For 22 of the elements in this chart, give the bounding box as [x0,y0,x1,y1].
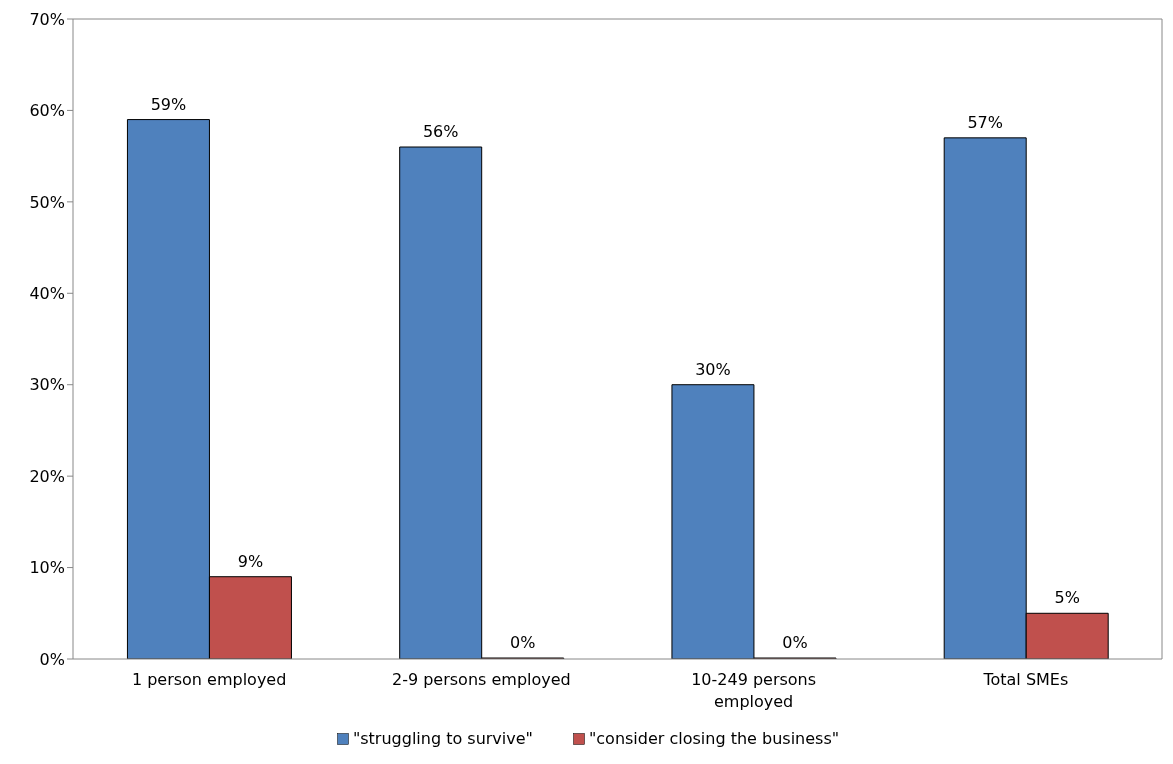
data-label: 0% [782,633,808,652]
data-label: 9% [237,551,264,571]
y-tick-label: 0% [39,649,65,669]
y-tick-label: 30% [29,375,65,395]
y-tick-label: 70% [29,9,65,29]
data-label: 5% [1054,588,1080,608]
data-label: 0% [510,633,536,652]
y-tick-label: 40% [29,283,65,303]
x-tick-label: 1 person employed [131,670,287,689]
x-tick-label: 2-9 persons employed [391,670,571,689]
data-label: 59% [150,94,187,114]
x-tick-label: 10-249 persons employed [691,670,817,711]
data-label: 56% [422,122,459,141]
data-label: 30% [695,359,731,379]
x-tick-label: Total SMEs [982,670,1069,689]
y-tick-label: 60% [29,101,65,121]
y-tick-label: 50% [29,192,65,212]
legend-label: "consider closing the business" [588,729,840,748]
legend-label: "struggling to survive" [352,729,533,748]
y-tick-label: 20% [29,466,65,486]
y-tick-label: 10% [29,558,65,578]
data-label: 57% [967,112,1003,132]
